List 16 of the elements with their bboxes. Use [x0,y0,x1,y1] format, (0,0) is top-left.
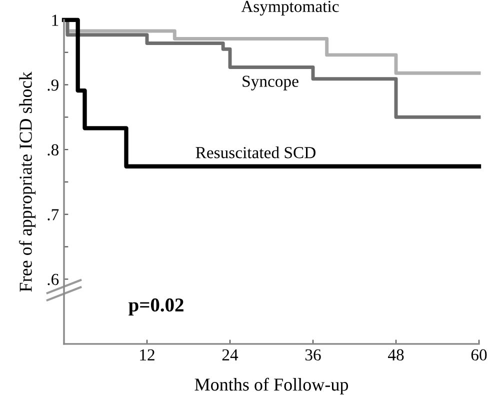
y-tick-label: .7 [48,209,59,220]
y-tick-label: 1 [52,14,58,26]
x-tick-label: 60 [471,349,487,361]
x-axis-title: Months of Follow-up [194,378,348,394]
x-tick-label: 12 [140,349,154,360]
series-label: Resuscitated SCD [196,146,316,158]
y-tick-label: .8 [48,144,59,156]
y-axis-title: Free of appropriate ICD shock [18,72,36,292]
annotation: p=0.02 [128,298,184,316]
series-label: Asymptomatic [241,0,339,16]
y-tick-label: .9 [48,79,58,91]
x-tick-label: 24 [222,349,238,360]
x-tick-label: 48 [388,349,404,361]
x-tick-label: 36 [305,349,321,361]
series-label: Syncope [242,76,298,90]
y-tick-label: .6 [48,274,59,286]
